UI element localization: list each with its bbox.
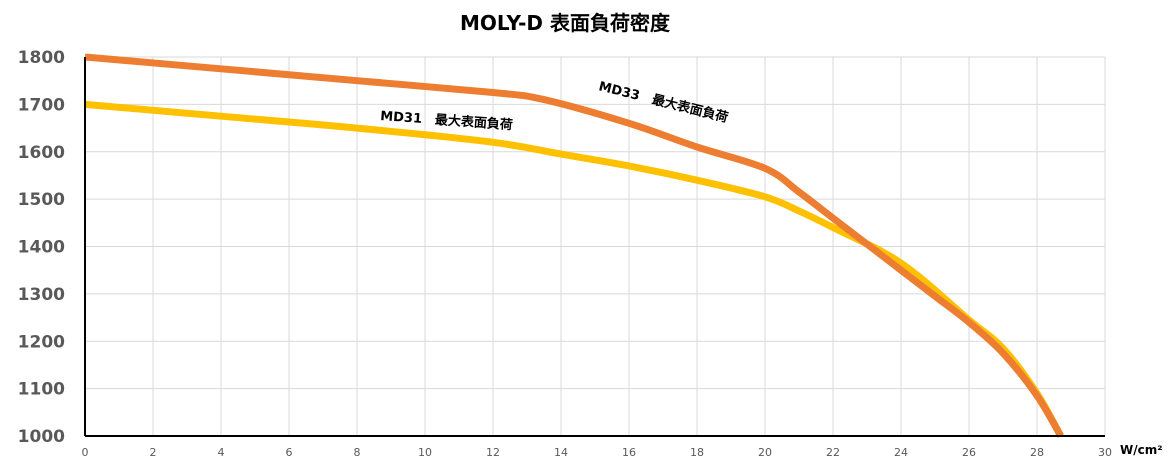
x-tick-label: 6 [286,446,293,459]
y-tick-label: 1400 [18,238,65,258]
y-tick-label: 1300 [18,285,65,305]
x-tick-label: 20 [758,446,772,459]
x-tick-label: 24 [894,446,908,459]
x-tick-label: 10 [418,446,432,459]
y-tick-label: 1200 [18,332,65,352]
x-tick-label: 14 [554,446,568,459]
y-tick-label: 1600 [18,143,65,163]
x-axis-unit: W/cm² [1120,443,1163,457]
x-tick-label: 18 [690,446,704,459]
x-axis-ticks: 0 2 4 6 8 10 12 14 16 18 20 22 24 26 28 30 [82,446,1113,459]
y-tick-label: 1800 [18,48,65,68]
y-tick-label: 1000 [18,427,65,447]
series-lines [84,53,1064,438]
y-axis-ticks: 1800 1700 1600 1500 1400 1300 1200 1100 1000 [18,48,65,447]
axes [84,57,1105,437]
x-tick-label: 28 [1030,446,1044,459]
x-tick-label: 2 [150,446,157,459]
x-tick-label: 16 [622,446,636,459]
y-tick-label: 1700 [18,95,65,115]
x-tick-label: 0 [82,446,89,459]
series-line [84,53,1064,438]
series-line [84,100,1064,438]
x-tick-label: 26 [962,446,976,459]
x-tick-label: 22 [826,446,840,459]
y-tick-label: 1100 [18,380,65,400]
x-tick-label: 12 [486,446,500,459]
x-tick-label: 4 [218,446,225,459]
x-tick-label: 30 [1098,446,1112,459]
chart-title: MOLY-D 表面負荷密度 [460,11,671,35]
y-tick-label: 1500 [18,190,65,210]
x-tick-label: 8 [354,446,361,459]
